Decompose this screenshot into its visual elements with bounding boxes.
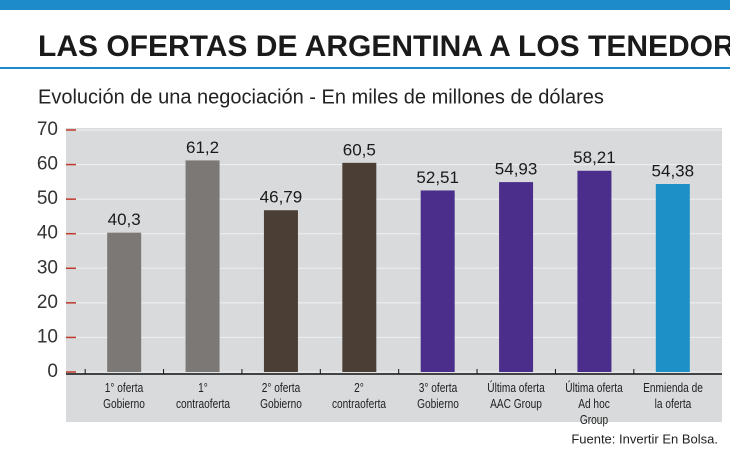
y-tick-label: 0 — [47, 361, 58, 382]
value-label: 58,21 — [573, 148, 616, 167]
bar — [499, 182, 534, 372]
bar — [655, 184, 690, 372]
bar — [107, 232, 142, 372]
value-label: 54,38 — [652, 161, 695, 180]
bar — [420, 190, 455, 372]
y-tick-label: 20 — [37, 292, 58, 313]
x-tick-label: 1° oferta Gobierno — [103, 380, 146, 411]
value-label: 46,79 — [260, 188, 303, 207]
x-tick-label: 2° oferta Gobierno — [260, 380, 302, 411]
x-tick-label: Enmienda de la oferta — [642, 380, 703, 411]
x-tick-label: 2° contraoferta — [332, 380, 387, 411]
bar — [577, 170, 612, 372]
y-tick-label: 10 — [37, 326, 58, 347]
chart-title: LAS OFERTAS DE ARGENTINA A LOS TENEDORES — [38, 30, 730, 63]
x-tick-label: Última oferta AAC Group — [487, 380, 545, 411]
top-band — [0, 0, 730, 10]
y-tick-label: 50 — [37, 188, 58, 209]
bar — [342, 162, 377, 372]
value-label: 52,51 — [416, 168, 459, 187]
x-tick-label: 1° contraoferta — [175, 380, 230, 411]
value-label: 40,3 — [108, 210, 141, 229]
y-tick-label: 40 — [37, 223, 58, 244]
x-tick-label: Última oferta Ad hoc Group — [565, 380, 624, 427]
bar — [263, 210, 298, 372]
value-label: 54,93 — [495, 160, 538, 179]
source: Fuente: Invertir En Bolsa. — [571, 431, 718, 446]
value-label: 60,5 — [343, 140, 376, 159]
y-tick-label: 70 — [37, 119, 58, 140]
value-label: 61,2 — [186, 138, 219, 157]
x-tick-label: 3° oferta Gobierno — [416, 380, 459, 411]
y-tick-label: 60 — [37, 154, 58, 175]
bar — [185, 160, 220, 372]
plot-background — [66, 128, 722, 422]
chart-subtitle: Evolución de una negociación - En miles … — [38, 86, 604, 108]
y-tick-label: 30 — [37, 257, 58, 278]
